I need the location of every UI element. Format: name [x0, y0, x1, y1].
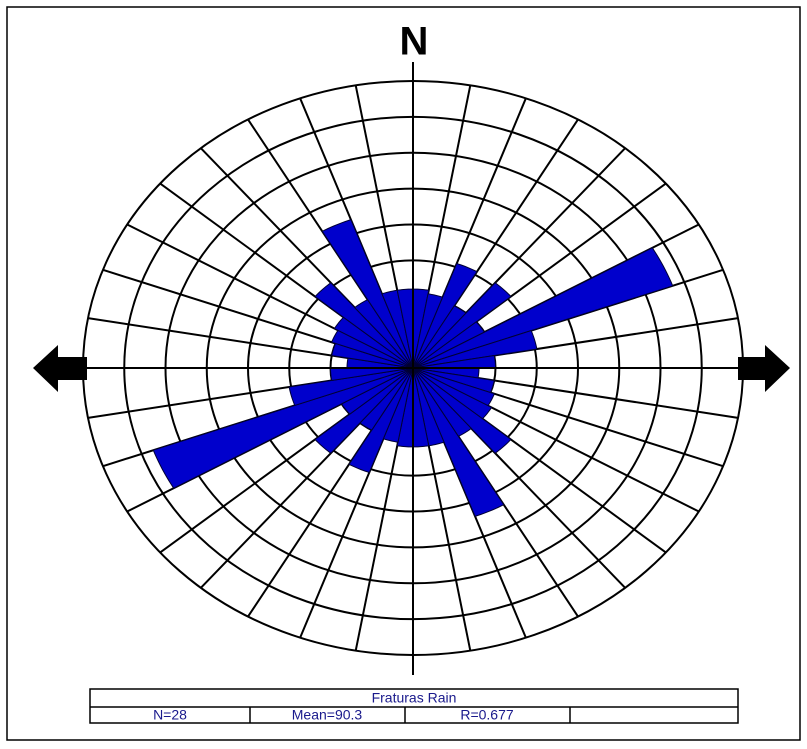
stat-r: R=0.677 [460, 707, 514, 723]
west-arrow [33, 345, 87, 392]
stat-mean: Mean=90.3 [292, 707, 363, 723]
petal [412, 367, 445, 447]
table-title: Fraturas Rain [372, 690, 457, 706]
petal [348, 367, 414, 474]
petal [412, 367, 512, 454]
petal [359, 367, 414, 431]
petal [340, 367, 414, 415]
petal [314, 367, 414, 454]
petal [412, 247, 674, 369]
petal [412, 321, 486, 369]
petal [412, 367, 505, 517]
east-arrow [738, 345, 790, 392]
petal [353, 299, 414, 369]
petal [412, 329, 538, 369]
petal [412, 282, 512, 369]
petal [412, 262, 478, 369]
petal [288, 367, 414, 407]
petal [412, 354, 497, 369]
petal [152, 367, 414, 489]
petal [381, 289, 414, 369]
stats-table [89, 688, 739, 724]
stat-n: N=28 [153, 707, 187, 723]
petal [412, 305, 467, 369]
petal [412, 367, 496, 407]
petals [152, 219, 674, 517]
table-border [89, 688, 739, 724]
petal [314, 282, 414, 369]
petal [333, 316, 414, 369]
petal [330, 329, 414, 369]
petal [396, 288, 414, 369]
petal [329, 367, 414, 382]
petal [412, 367, 493, 420]
petal [412, 367, 430, 448]
north-label: N [400, 20, 429, 64]
petal [412, 367, 473, 437]
petal [321, 219, 414, 369]
